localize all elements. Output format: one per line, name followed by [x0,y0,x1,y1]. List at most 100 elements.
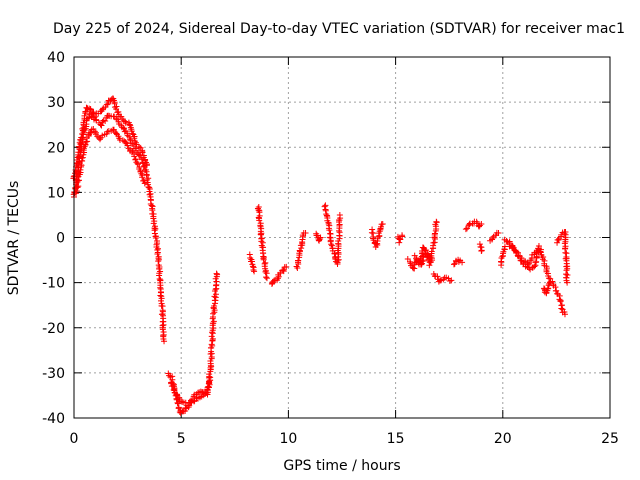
data-point [546,280,553,287]
data-point [534,248,541,255]
data-point [75,149,82,156]
data-point [526,260,533,267]
chart-title: Day 225 of 2024, Sidereal Day-to-day VTE… [53,21,625,37]
data-point [141,177,148,184]
data-point [283,263,290,270]
data-point [122,139,129,146]
data-point [302,229,309,236]
data-point [150,220,157,227]
x-tick-label: 15 [387,431,405,447]
data-point [506,240,513,247]
y-tick-label: 10 [47,185,65,201]
data-point [157,292,164,299]
data-point [561,230,568,237]
data-point [429,257,436,264]
data-point [126,121,133,128]
y-tick-label: 0 [56,231,65,247]
data-point [510,244,517,251]
data-point [128,128,135,135]
data-point [83,104,90,111]
data-point [295,257,302,264]
y-tick-label: -30 [42,366,65,382]
data-point [194,389,201,396]
data-point [154,250,161,257]
data-point [251,268,258,275]
data-point [161,338,168,345]
data-point [210,318,217,325]
data-point [102,118,109,125]
data-point [396,239,403,246]
data-point [213,270,220,277]
y-tick-label: 20 [47,140,65,156]
data-point [379,220,386,227]
data-point [187,397,194,404]
data-point [82,141,89,148]
data-point [260,256,267,263]
x-tick-label: 25 [601,431,619,447]
x-axis-label: GPS time / hours [283,458,400,474]
data-point [262,268,269,275]
data-point [478,248,485,255]
data-point [208,341,215,348]
data-point [118,113,125,120]
data-point [557,298,564,305]
plot-frame [73,56,611,419]
data-point [83,138,90,145]
data-point [531,263,538,270]
data-point [113,115,120,122]
data-point [141,180,148,187]
data-point [426,262,433,269]
data-point [139,174,146,181]
data-point [450,261,457,268]
data-point [158,302,165,309]
data-point [434,273,441,280]
data-point [428,248,435,255]
data-point [411,252,418,259]
data-point [82,108,89,115]
data-point [335,256,342,263]
data-point [79,154,86,161]
data-point [552,287,559,294]
data-point [98,122,105,129]
x-tick-label: 0 [70,431,79,447]
data-point [336,211,343,218]
data-point [134,161,141,168]
data-point [256,217,263,224]
data-point [214,271,221,278]
data-point [103,101,110,108]
data-point [124,142,131,149]
data-point [189,396,196,403]
data-point [206,371,213,378]
data-point [92,113,99,120]
data-point [564,279,571,286]
data-point [77,166,84,173]
data-point [203,389,210,396]
data-point [524,261,531,268]
data-point [155,258,162,265]
data-point [558,305,565,312]
data-point [160,321,167,328]
data-point [533,249,540,256]
data-point [250,267,257,273]
data-point [125,145,132,152]
data-point [464,225,471,232]
data-point [489,235,496,242]
data-point [321,203,328,210]
data-point [294,264,301,271]
data-point [419,244,426,251]
data-point [151,230,158,237]
data-point [317,234,324,241]
data-point [131,135,138,142]
data-point [249,263,256,270]
data-point [73,157,80,164]
data-point [376,228,383,235]
data-point [459,259,466,266]
data-point [79,125,86,132]
data-point [157,284,164,291]
data-point [561,311,568,318]
data-point [446,278,453,285]
data-point [499,253,506,260]
data-point [124,132,131,139]
data-point [81,112,88,119]
data-point [328,241,335,248]
